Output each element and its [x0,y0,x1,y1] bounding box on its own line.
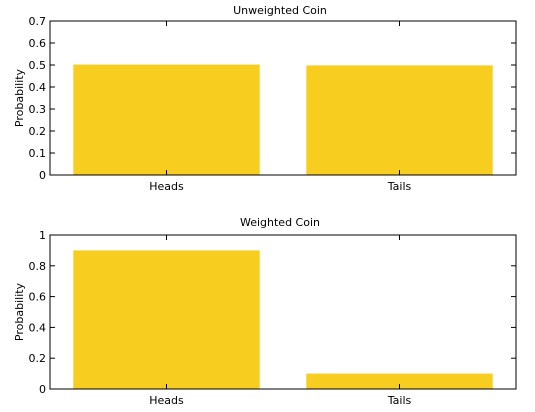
y-tick-label: 0 [39,169,46,182]
x-tick-label: Tails [387,394,412,407]
y-axis-label: Probability [13,282,26,341]
plot-area: 0 0.1 0.2 0.3 0.4 0.5 0.6 0.7 Heads Tails [29,15,517,193]
y-tick-label: 0.8 [29,260,47,273]
chart-title: Unweighted Coin [233,4,327,17]
bar-heads [73,64,260,175]
y-tick-label: 0.7 [29,15,47,28]
x-tick-label: Heads [149,394,184,407]
plot-area: 0 0.2 0.4 0.6 0.8 1 Heads Tails [29,229,517,407]
x-tick-label: Heads [149,180,184,193]
y-tick-label: 0.4 [29,81,47,94]
y-tick-label: 0.1 [29,147,47,160]
axes-box [49,234,517,390]
y-tick-label: 0 [39,383,46,396]
y-tick-label: 0.6 [29,37,47,50]
y-tick-label: 0.2 [29,352,47,365]
chart-title: Weighted Coin [240,216,320,229]
axes-box [49,20,517,176]
bar-tails [306,373,493,389]
y-axis-label: Probability [13,68,26,127]
weighted-coin-panel: Weighted Coin Probability 0 0.2 0.4 0.6 0.8 1… [13,216,517,407]
unweighted-coin-panel: Unweighted Coin Probability 0 0.1 0.2 0.3 0.… [13,4,517,193]
y-tick-label: 1 [39,229,46,242]
y-tick-label: 0.5 [29,59,47,72]
bar-heads [73,250,260,389]
y-tick-label: 0.6 [29,291,47,304]
y-tick-label: 0.3 [29,103,47,116]
bar-tails [306,65,493,175]
y-tick-label: 0.4 [29,321,47,334]
y-tick-label: 0.2 [29,125,47,138]
x-tick-label: Tails [387,180,412,193]
